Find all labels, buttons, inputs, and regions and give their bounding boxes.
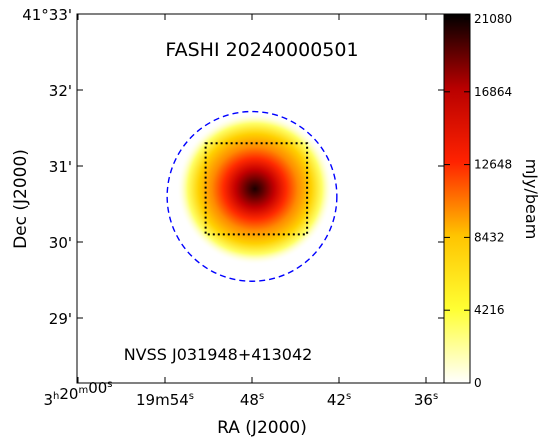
colorbar-tick-label: 0 [474,376,482,390]
x-tick-label: 48s [240,391,264,409]
x-axis-label: RA (J2000) [217,418,307,438]
x-tick-label: 42s [327,391,351,409]
y-tick-label: 32' [49,82,72,100]
x-tick-label: 36s [414,391,438,409]
y-axis-label: Dec (J2000) [11,149,31,249]
y-tick-label: 31' [49,158,72,176]
colorbar-tick-label: 16864 [474,85,512,99]
colorbar-tick-label: 4216 [474,303,505,317]
y-tick-label: 41°33' [22,6,72,24]
y-tick-label: 30' [49,234,72,252]
source-emission [176,112,333,265]
beam-circle [166,110,338,282]
colorbar-tick-label: 8432 [474,230,505,244]
colorbar-label: mJy/beam [522,159,541,240]
y-tick-label: 29' [49,310,72,328]
colorbar-tick-label: 21080 [474,12,512,26]
source-annotation: NVSS J031948+413042 [124,345,313,364]
colorbar [443,13,471,384]
x-tick-label: 3h20m00s [43,379,112,409]
x-tick-label: 19m54s [136,391,194,409]
colorbar-tick-label: 12648 [474,158,512,172]
chart-title: FASHI 20240000501 [165,39,358,61]
source-box [204,142,309,236]
